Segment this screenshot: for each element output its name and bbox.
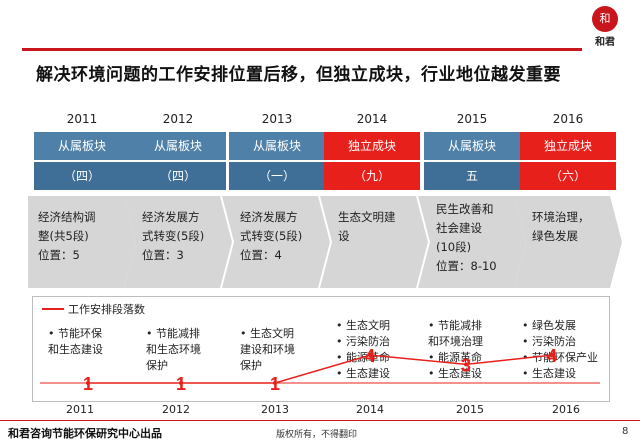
title-divider [22, 48, 582, 51]
logo-text: 和君 [595, 37, 615, 48]
phase-description: 经济发展方式转变(5段) 位置：4 [240, 208, 320, 265]
bullet-item: • 能源革命 [336, 351, 390, 364]
bullet-item: • 能源革命 [428, 351, 482, 364]
x-axis-tick-label: 2013 [261, 403, 289, 416]
description-line: (10段) [436, 240, 472, 254]
description-line: 位置：4 [240, 248, 282, 262]
policy-bullets: • 生态文明 • 污染防治 • 能源革命 • 生态建设 [336, 318, 390, 382]
timeline-chart-panel [32, 296, 610, 402]
description-line: 环境治理， [532, 210, 590, 224]
description-line: 经济结构调 [38, 210, 96, 224]
description-line: 位置：5 [38, 248, 80, 262]
phase-description: 环境治理， 绿色发展 [532, 208, 612, 246]
bullet-item: • 节能环保产业 [522, 351, 598, 364]
policy-bullets: • 节能减排 和环境治理 • 能源革命 • 生态建设 [428, 318, 483, 382]
policy-bullets: • 节能减排 和生态环境保护 [146, 326, 201, 374]
year-label: 2015 [456, 112, 488, 126]
section-number-badge: （一） [229, 162, 325, 190]
description-line: 整(共5段) [38, 229, 89, 243]
section-number-badge: 五 [424, 162, 520, 190]
description-line: 设 [338, 229, 350, 243]
section-number-badge: （九） [324, 162, 420, 190]
bullet-item: • 绿色发展 [522, 319, 576, 332]
bullet-item: 和生态环境 [146, 343, 201, 356]
policy-bullets: • 绿色发展 • 污染防治 • 节能环保产业 • 生态建设 [522, 318, 598, 382]
x-axis-tick-label: 2014 [356, 403, 384, 416]
bullet-item: • 节能环保 [48, 327, 102, 340]
bullet-item: 建设和环境 [240, 343, 295, 356]
bullet-item: • 污染防治 [522, 335, 576, 348]
phase-arrow [320, 196, 428, 288]
year-column: 2013 从属板块 （一） [229, 112, 325, 190]
phase-arrow [514, 196, 622, 288]
legend-line-swatch [42, 308, 64, 310]
bullet-item: • 生态建设 [428, 367, 482, 380]
status-badge: 独立成块 [520, 132, 616, 160]
description-line: 生态文明建 [338, 210, 396, 224]
bullet-item: • 生态建设 [336, 367, 390, 380]
description-line: 式转变(5段) [240, 229, 303, 243]
year-column: 2015 从属板块五 [424, 112, 520, 190]
footer-divider [0, 420, 640, 421]
description-line: 经济发展方 [142, 210, 200, 224]
section-number-badge: （四） [130, 162, 226, 190]
footer-copyright: 版权所有，不得翻印 [276, 430, 358, 440]
year-column: 2014 独立成块 （九） [324, 112, 420, 190]
status-badge: 从属板块 [229, 132, 325, 160]
year-column: 2011 从属板块 （四） [34, 112, 130, 190]
status-badge: 独立成块 [324, 132, 420, 160]
status-badge: 从属板块 [34, 132, 130, 160]
year-label: 2013 [261, 112, 293, 126]
status-badge: 从属板块 [130, 132, 226, 160]
phase-description: 民生改善和社会建设 (10段) 位置：8-10 [436, 200, 516, 276]
bullet-item: 和环境治理 [428, 335, 483, 348]
description-line: 绿色发展 [532, 229, 578, 243]
phase-description: 经济发展方式转变(5段) 位置：3 [142, 208, 222, 265]
x-axis-tick-label: 2015 [456, 403, 484, 416]
year-column: 2016 独立成块 （六） [520, 112, 616, 190]
policy-bullets: • 生态文明 建设和环境保护 [240, 326, 295, 374]
year-label: 2012 [162, 112, 194, 126]
phase-arrow [28, 196, 136, 288]
x-axis-tick-label: 2016 [552, 403, 580, 416]
year-column: 2012 从属板块 （四） [130, 112, 226, 190]
phase-arrow [222, 196, 330, 288]
description-line: 位置：8-10 [436, 259, 497, 273]
bullet-item: 保护 [240, 359, 262, 372]
bullet-item: • 生态建设 [522, 367, 576, 380]
page-number: 8 [622, 426, 629, 437]
bullet-item: • 生态文明 [240, 327, 294, 340]
phase-description: 经济结构调整(共5段) 位置：5 [38, 208, 118, 265]
description-line: 民生改善和 [436, 202, 494, 216]
year-label: 2016 [552, 112, 584, 126]
year-label: 2014 [356, 112, 388, 126]
bullet-item: • 生态文明 [336, 319, 390, 332]
phase-description: 生态文明建设 [338, 208, 418, 246]
policy-bullets: • 节能环保 和生态建设 [48, 326, 103, 358]
year-label: 2011 [66, 112, 98, 126]
page-title: 解决环境问题的工作安排位置后移，但独立成块，行业地位越发重要 [36, 65, 561, 85]
bullet-item: 和生态建设 [48, 343, 103, 356]
status-badge: 从属板块 [424, 132, 520, 160]
footer-publisher: 和君咨询节能环保研究中心出品 [8, 427, 162, 440]
x-axis-tick-label: 2011 [66, 403, 94, 416]
bullet-item: 保护 [146, 359, 168, 372]
x-axis-tick-label: 2012 [162, 403, 190, 416]
bullet-item: • 节能减排 [428, 319, 482, 332]
description-line: 式转变(5段) [142, 229, 205, 243]
description-line: 位置：3 [142, 248, 184, 262]
bullet-item: • 节能减排 [146, 327, 200, 340]
phase-arrow [124, 196, 232, 288]
description-line: 经济发展方 [240, 210, 298, 224]
description-line: 社会建设 [436, 221, 482, 235]
phase-arrow [418, 196, 526, 288]
company-logo: 和 和君 [584, 6, 632, 48]
section-number-badge: （六） [520, 162, 616, 190]
logo-seal: 和 [592, 6, 618, 32]
legend-label: 工作安排段落数 [68, 303, 145, 316]
section-number-badge: （四） [34, 162, 130, 190]
bullet-item: • 污染防治 [336, 335, 390, 348]
